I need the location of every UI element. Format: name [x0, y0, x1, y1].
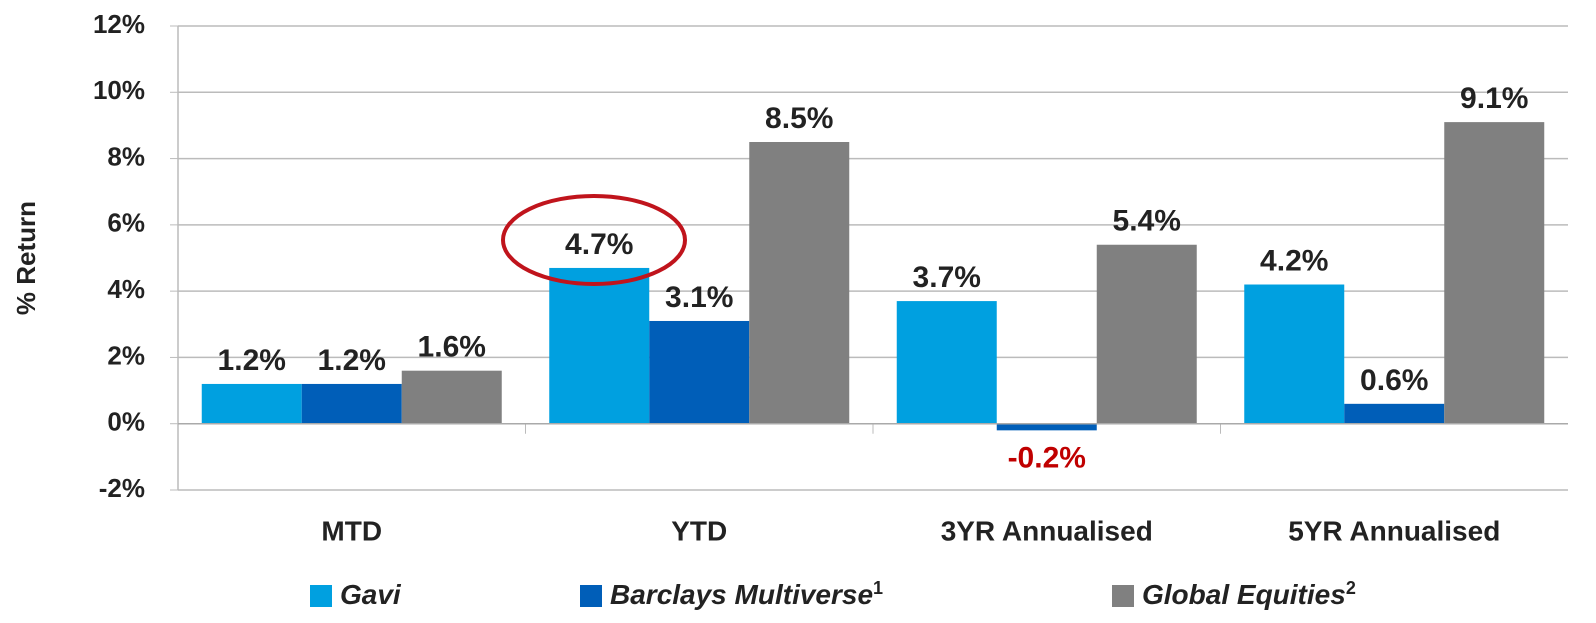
legend-label: Barclays Multiverse1 [610, 578, 883, 611]
data-label: 8.5% [765, 102, 833, 135]
bar [1344, 403, 1445, 424]
data-label: 1.2% [218, 344, 286, 377]
legend-swatch [580, 585, 602, 607]
bar [549, 267, 650, 424]
legend-name: Gavi [340, 579, 402, 610]
data-label: 1.6% [418, 331, 486, 364]
data-label: 3.7% [913, 261, 981, 294]
y-tick-label: 4% [107, 274, 145, 304]
data-label: 5.4% [1113, 205, 1181, 238]
data-label: 3.1% [665, 281, 733, 314]
legend-footnote: 1 [873, 578, 883, 598]
data-label: 4.2% [1260, 244, 1328, 277]
legend-swatch [1112, 585, 1134, 607]
data-label: 0.6% [1360, 364, 1428, 397]
x-tick-label: MTD [321, 515, 382, 546]
y-axis-label: % Return [11, 201, 41, 315]
x-tick-label: YTD [671, 515, 727, 546]
bar [301, 383, 402, 424]
x-tick-label: 5YR Annualised [1288, 515, 1500, 546]
bar [649, 320, 750, 424]
y-tick-label: -2% [99, 473, 145, 503]
legend-name: Barclays Multiverse [610, 579, 873, 610]
bar [996, 423, 1097, 431]
data-label: 1.2% [318, 344, 386, 377]
x-tick-label: 3YR Annualised [941, 515, 1153, 546]
y-tick-label: 8% [107, 141, 145, 171]
bar [201, 383, 302, 424]
bar [1096, 244, 1197, 424]
data-label: 4.7% [565, 228, 633, 261]
bar [401, 370, 502, 424]
bar [896, 301, 997, 424]
legend-label: Gavi [340, 579, 402, 610]
legend-footnote: 2 [1346, 578, 1356, 598]
y-tick-label: 6% [107, 208, 145, 238]
bar [1244, 284, 1345, 424]
bar [749, 142, 850, 424]
data-label: -0.2% [1008, 442, 1086, 475]
y-tick-label: 10% [93, 75, 145, 105]
legend-swatch [310, 585, 332, 607]
y-tick-label: 2% [107, 340, 145, 370]
legend-name: Global Equities [1142, 579, 1346, 610]
y-tick-label: 12% [93, 9, 145, 39]
legend-label: Global Equities2 [1142, 578, 1356, 611]
bar [1444, 122, 1545, 424]
data-label: 9.1% [1460, 82, 1528, 115]
y-tick-label: 0% [107, 407, 145, 437]
highlight-circle [501, 194, 687, 286]
